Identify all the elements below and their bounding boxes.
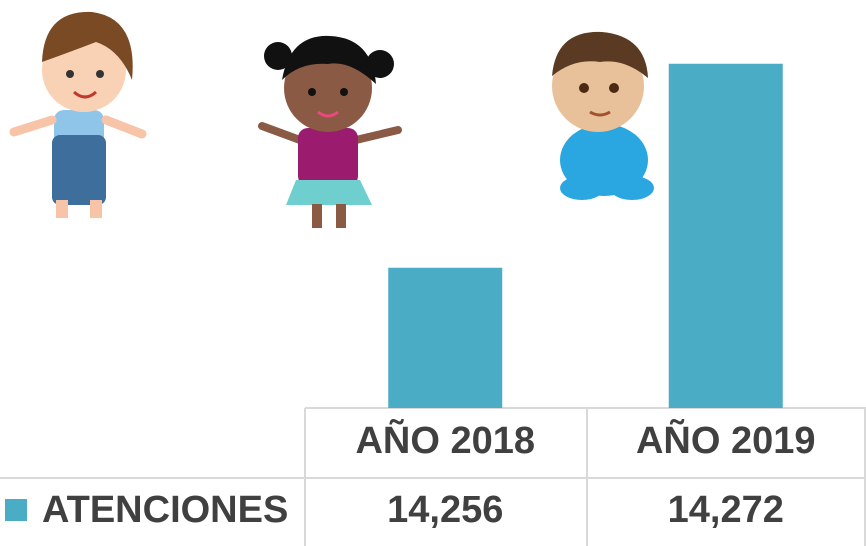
legend-label: ATENCIONES (42, 489, 288, 531)
legend-swatch (5, 499, 27, 521)
table-value: 14,256 (387, 489, 503, 531)
girl-illustration (258, 35, 402, 228)
table-header: AÑO 2018 (355, 418, 535, 462)
bar (668, 63, 783, 408)
bar (388, 267, 503, 408)
table-header: AÑO 2019 (636, 418, 816, 462)
baby-illustration (552, 31, 654, 200)
boy-illustration (9, 11, 147, 218)
table-value: 14,272 (668, 489, 784, 531)
